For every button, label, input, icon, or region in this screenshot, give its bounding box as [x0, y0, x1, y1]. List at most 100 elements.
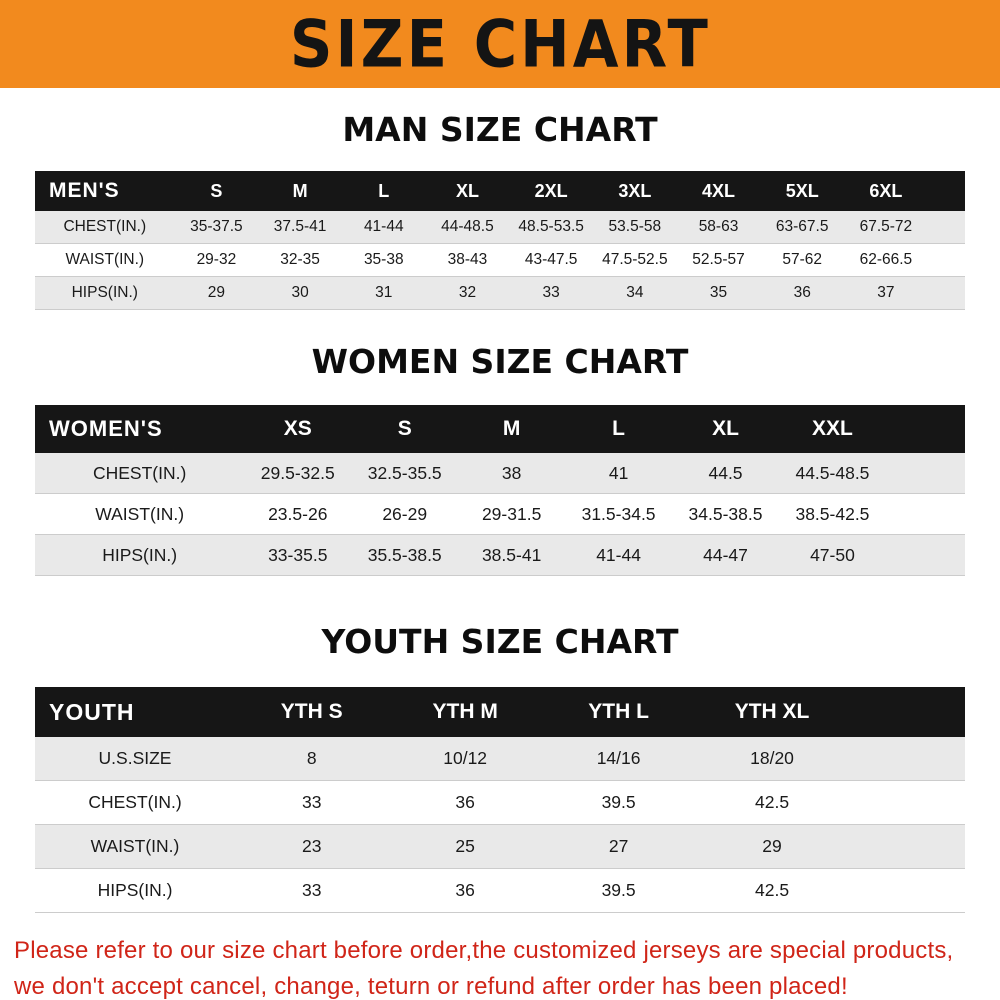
spacer-cell [885, 493, 965, 535]
value-cell: 41 [565, 453, 673, 494]
value-cell: 39.5 [541, 780, 696, 825]
value-cell: 29-31.5 [458, 493, 566, 535]
data-row: U.S.SIZE 8 10/12 14/16 18/20 [35, 737, 965, 781]
data-row: CHEST(IN.) 33 36 39.5 42.5 [35, 780, 965, 825]
spacer-cell [927, 171, 965, 211]
column-header: XXL [778, 405, 886, 453]
row-label: WAIST(IN.) [35, 493, 245, 535]
value-cell: 44-47 [672, 534, 779, 576]
row-label: CHEST(IN.) [35, 780, 235, 825]
column-header: 3XL [592, 171, 677, 211]
header-row: MEN'S S M L XL 2XL 3XL 4XL 5XL 6XL [35, 171, 965, 211]
column-header: L [565, 405, 673, 453]
value-cell: 29 [174, 276, 259, 310]
value-cell: 48.5-53.5 [509, 211, 593, 244]
man-size-heading: MAN SIZE CHART [342, 110, 658, 149]
value-cell: 36 [388, 780, 542, 825]
data-row: CHEST(IN.) 29.5-32.5 32.5-35.5 38 41 44.5 44.5… [35, 453, 965, 494]
spacer-cell [927, 243, 965, 277]
spacer-cell [848, 868, 965, 913]
value-cell: 14/16 [541, 737, 696, 781]
value-cell: 57-62 [760, 243, 845, 277]
value-cell: 38.5-42.5 [778, 493, 886, 535]
column-header: M [258, 171, 342, 211]
women-size-heading: WOMEN SIZE CHART [311, 342, 689, 381]
value-cell: 39.5 [541, 868, 696, 913]
value-cell: 18/20 [695, 737, 849, 781]
value-cell: 52.5-57 [676, 243, 761, 277]
value-cell: 27 [541, 824, 696, 869]
column-header: YTH XL [695, 687, 849, 737]
column-header: XS [244, 405, 352, 453]
value-cell: 26-29 [351, 493, 459, 535]
spacer-cell [848, 780, 965, 825]
value-cell: 62-66.5 [844, 243, 928, 277]
value-cell: 44-48.5 [425, 211, 510, 244]
value-cell: 34.5-38.5 [672, 493, 779, 535]
data-row: WAIST(IN.) 23 25 27 29 [35, 824, 965, 869]
value-cell: 36 [760, 276, 845, 310]
header-row: WOMEN'S XS S M L XL XXL [35, 405, 965, 453]
spacer-cell [927, 276, 965, 310]
value-cell: 58-63 [676, 211, 761, 244]
data-row: WAIST(IN.) 29-32 32-35 35-38 38-43 43-47.5 47.… [35, 243, 965, 277]
value-cell: 35 [676, 276, 761, 310]
value-cell: 29.5-32.5 [244, 453, 352, 494]
column-header: YTH L [541, 687, 696, 737]
value-cell: 32.5-35.5 [351, 453, 459, 494]
value-cell: 44.5-48.5 [778, 453, 886, 494]
value-cell: 31.5-34.5 [565, 493, 673, 535]
value-cell: 29 [695, 824, 849, 869]
corner-header: YOUTH [35, 687, 235, 737]
page-title: SIZE CHART [289, 5, 711, 83]
data-row: HIPS(IN.) 33 36 39.5 42.5 [35, 868, 965, 913]
value-cell: 23 [235, 824, 389, 869]
value-cell: 36 [388, 868, 542, 913]
row-label: WAIST(IN.) [35, 824, 235, 869]
value-cell: 33 [235, 780, 389, 825]
value-cell: 41-44 [341, 211, 426, 244]
value-cell: 38.5-41 [458, 534, 566, 576]
column-header: L [341, 171, 426, 211]
column-header: YTH M [388, 687, 542, 737]
value-cell: 32 [425, 276, 510, 310]
row-label: U.S.SIZE [35, 737, 235, 781]
value-cell: 31 [341, 276, 426, 310]
value-cell: 37 [844, 276, 928, 310]
value-cell: 33 [235, 868, 389, 913]
value-cell: 8 [235, 737, 389, 781]
value-cell: 38-43 [425, 243, 510, 277]
column-header: 5XL [760, 171, 845, 211]
row-label: CHEST(IN.) [35, 453, 245, 494]
value-cell: 44.5 [672, 453, 779, 494]
women-size-table: WOMEN'S XS S M L XL XXL CHEST(IN.) 29.5-32.5 32.5… [35, 405, 965, 576]
man-size-table: MEN'S S M L XL 2XL 3XL 4XL 5XL 6XL CHEST(IN.) 35-37… [35, 171, 965, 310]
youth-size-heading: YOUTH SIZE CHART [321, 622, 679, 661]
value-cell: 47-50 [778, 534, 886, 576]
value-cell: 35-38 [341, 243, 426, 277]
value-cell: 33-35.5 [244, 534, 352, 576]
column-header: YTH S [235, 687, 389, 737]
value-cell: 23.5-26 [244, 493, 352, 535]
corner-header: MEN'S [35, 171, 175, 211]
row-label: WAIST(IN.) [35, 243, 175, 277]
corner-header: WOMEN'S [35, 405, 245, 453]
spacer-cell [885, 534, 965, 576]
women-size-section: WOMEN SIZE CHART WOMEN'S XS S M L XL XXL CHEST(… [0, 342, 1000, 576]
value-cell: 37.5-41 [258, 211, 342, 244]
data-row: HIPS(IN.) 33-35.5 35.5-38.5 38.5-41 41-44 44-… [35, 534, 965, 576]
youth-size-table: YOUTH YTH S YTH M YTH L YTH XL U.S.SIZE 8 10/12… [35, 687, 965, 913]
man-size-section: MAN SIZE CHART MEN'S S M L XL 2XL 3XL 4XL 5XL 6XL… [0, 110, 1000, 310]
column-header: M [458, 405, 566, 453]
disclaimer-line-1: Please refer to our size chart before or… [14, 937, 954, 964]
value-cell: 67.5-72 [844, 211, 928, 244]
data-row: HIPS(IN.) 29 30 31 32 33 34 35 36 37 [35, 276, 965, 310]
spacer-cell [848, 737, 965, 781]
value-cell: 32-35 [258, 243, 342, 277]
spacer-cell [848, 824, 965, 869]
column-header: XL [425, 171, 510, 211]
value-cell: 63-67.5 [760, 211, 845, 244]
value-cell: 29-32 [174, 243, 259, 277]
header-row: YOUTH YTH S YTH M YTH L YTH XL [35, 687, 965, 737]
